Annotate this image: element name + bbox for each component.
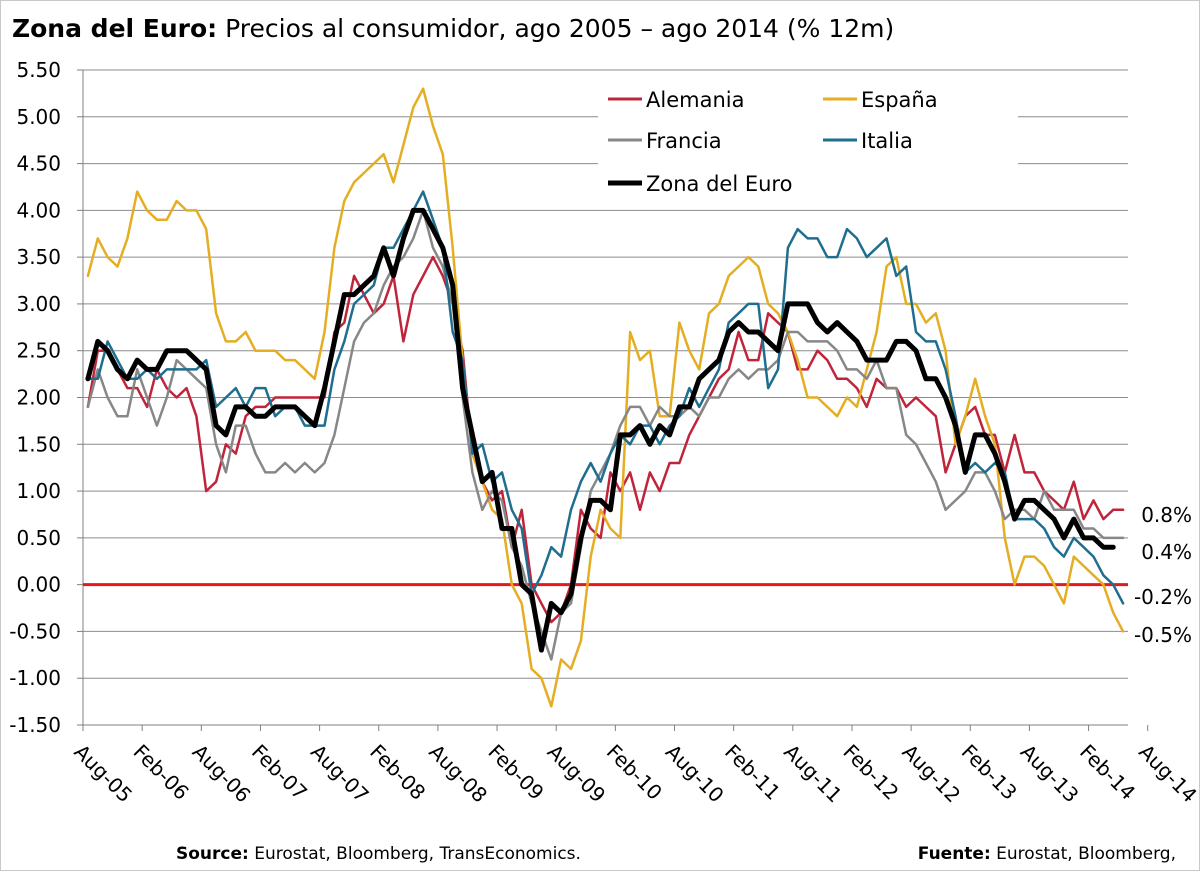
fuente-text: Eurostat, Bloomberg, — [990, 844, 1176, 864]
y-tick-label: 4.00 — [16, 198, 61, 222]
y-tick-label: 0.00 — [16, 573, 61, 597]
y-tick-label: -0.50 — [9, 619, 61, 643]
x-axis-ticks: Aug-05Feb-06Aug-06Feb-07Aug-07Feb-08Aug-… — [69, 725, 1200, 807]
series-line-francia — [86, 209, 1125, 661]
fuente-note: Fuente: Eurostat, Bloomberg, — [918, 844, 1176, 864]
series-line-zona-del-euro — [85, 207, 1116, 653]
chart-title-bold: Zona del Euro: — [12, 14, 218, 43]
x-tick-label: Aug-10 — [661, 740, 729, 808]
end-value-label: 0.8% — [1141, 503, 1192, 527]
x-tick-label: Feb-09 — [484, 740, 549, 805]
x-tick-label: Aug-12 — [898, 740, 966, 808]
y-tick-label: 0.50 — [16, 526, 61, 550]
legend-label: Zona del Euro — [646, 172, 792, 196]
x-tick-label: Feb-11 — [720, 740, 785, 805]
end-value-label: 0.4% — [1141, 540, 1192, 564]
x-tick-label: Aug-09 — [543, 740, 611, 808]
y-tick-label: -1.50 — [9, 713, 61, 737]
y-tick-label: 1.50 — [16, 432, 61, 456]
series-line-italia — [86, 190, 1125, 605]
x-tick-label: Feb-07 — [247, 740, 312, 805]
x-tick-label: Feb-12 — [838, 740, 903, 805]
legend-background — [598, 80, 1018, 206]
legend-label: Italia — [861, 129, 913, 153]
y-tick-label: 4.50 — [16, 152, 61, 176]
x-tick-label: Aug-13 — [1016, 740, 1084, 808]
fuente-label: Fuente: — [917, 844, 991, 864]
y-tick-label: 5.50 — [16, 58, 61, 82]
series-line-alemania — [86, 255, 1125, 624]
y-tick-label: 5.00 — [16, 105, 61, 129]
legend-label: Francia — [646, 129, 722, 153]
source-label: Source: — [176, 844, 249, 864]
legend: Alemania España Francia Italia Zona del Euro — [598, 80, 1018, 206]
y-axis-ticks: 5.50 5.00 4.50 4.00 3.50 3.00 2.50 2.00 1.50 1.00… — [9, 58, 61, 737]
x-tick-label: Aug-07 — [306, 740, 374, 808]
legend-label: España — [861, 88, 938, 112]
chart-title-rest: Precios al consumidor, ago 2005 – ago 20… — [217, 14, 895, 43]
x-tick-label: Aug-05 — [69, 740, 137, 808]
x-tick-label: Aug-14 — [1134, 740, 1200, 808]
y-tick-label: 3.50 — [16, 245, 61, 269]
x-tick-label: Aug-06 — [188, 740, 256, 808]
x-tick-label: Feb-08 — [365, 740, 430, 805]
x-tick-label: Feb-10 — [602, 740, 667, 805]
x-tick-label: Feb-06 — [129, 740, 194, 805]
y-tick-label: 2.00 — [16, 386, 61, 410]
series-lines — [85, 87, 1125, 708]
x-tick-label: Feb-14 — [1075, 740, 1140, 805]
y-tick-label: 1.00 — [16, 479, 61, 503]
legend-label: Alemania — [646, 88, 744, 112]
x-tick-label: Aug-08 — [424, 740, 492, 808]
y-tick-label: -1.00 — [9, 666, 61, 690]
source-note: Source: Eurostat, Bloomberg, TransEconom… — [176, 844, 581, 864]
end-labels: 0.8% 0.4% -0.2% -0.5% — [1134, 503, 1192, 647]
end-value-label: -0.2% — [1134, 585, 1192, 609]
x-tick-label: Aug-11 — [779, 740, 847, 808]
axes — [82, 70, 1128, 726]
source-text: Eurostat, Bloomberg, TransEconomics. — [248, 844, 581, 864]
end-value-label: -0.5% — [1134, 623, 1192, 647]
y-tick-label: 2.50 — [16, 339, 61, 363]
y-tick-label: 3.00 — [16, 292, 61, 316]
x-tick-label: Feb-13 — [957, 740, 1022, 805]
chart-title: Zona del Euro: Precios al consumidor, ag… — [12, 14, 894, 43]
